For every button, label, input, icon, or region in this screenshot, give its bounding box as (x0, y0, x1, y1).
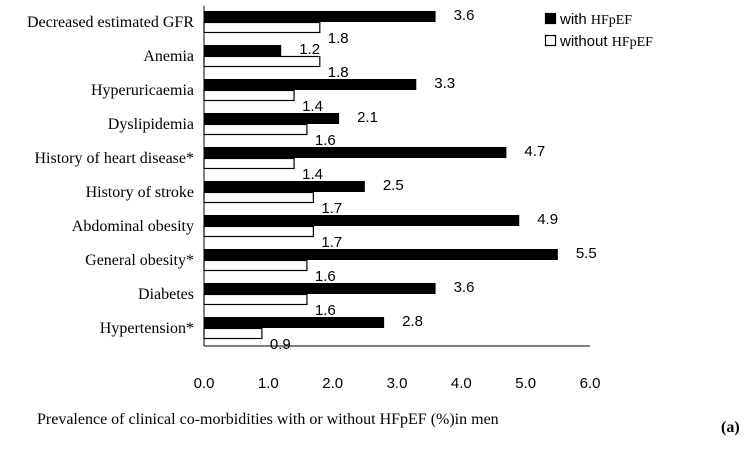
legend-prefix: with (559, 11, 591, 28)
panel-label: (a) (721, 419, 740, 436)
legend-swatch-without-hfpef (544, 34, 557, 47)
bar-without-hfpef (203, 259, 308, 272)
data-label-with-hfpef: 2.1 (357, 109, 378, 126)
bar-without-hfpef (203, 225, 314, 238)
x-tick-label: 3.0 (387, 375, 408, 392)
data-label-with-hfpef: 4.7 (524, 143, 545, 160)
category-label: Hypertension* (100, 320, 194, 337)
category-label: Diabetes (138, 286, 194, 303)
data-label-without-hfpef: 0.9 (270, 336, 291, 353)
data-label-without-hfpef: 1.8 (328, 64, 349, 81)
bars-group (203, 11, 558, 340)
data-label-without-hfpef: 1.8 (328, 30, 349, 47)
category-labels: Decreased estimated GFR Anemia Hyperuricae… (27, 14, 194, 337)
bar-with-hfpef (204, 11, 436, 22)
category-label: History of heart disease* (34, 150, 194, 167)
data-label-with-hfpef: 1.2 (299, 41, 320, 58)
category-label: Hyperuricaemia (91, 82, 194, 99)
legend-abbr: HFpEF (612, 35, 653, 50)
category-label: Abdominal obesity (72, 218, 194, 235)
category-label: Anemia (143, 48, 194, 65)
x-tick-label: 0.0 (194, 375, 215, 392)
data-label-with-hfpef: 2.5 (383, 177, 404, 194)
bar-without-hfpef (203, 55, 321, 68)
x-tick-label: 2.0 (322, 375, 343, 392)
bar-without-hfpef (203, 293, 308, 306)
legend-label: with HFpEF (559, 11, 632, 28)
data-label-without-hfpef: 1.7 (321, 200, 342, 217)
bar-with-hfpef (204, 79, 417, 90)
x-tick-label: 4.0 (451, 375, 472, 392)
x-tick-label: 5.0 (515, 375, 536, 392)
bar-with-hfpef (204, 317, 385, 328)
bar-with-hfpef (204, 283, 436, 294)
legend-prefix: without (559, 33, 612, 50)
bar-with-hfpef (204, 181, 365, 192)
data-label-without-hfpef: 1.6 (315, 302, 336, 319)
legend-swatch-with-hfpef (544, 12, 557, 25)
bar-with-hfpef (204, 215, 520, 226)
category-label: Dyslipidemia (108, 116, 194, 133)
category-label: General obesity* (85, 252, 194, 269)
x-tick-labels: 0.0 1.0 2.0 3.0 4.0 5.0 6.0 (194, 375, 601, 392)
bar-without-hfpef (203, 327, 263, 340)
bar-with-hfpef (204, 147, 507, 158)
category-label: History of stroke (86, 184, 194, 201)
x-tick-label: 1.0 (258, 375, 279, 392)
bar-without-hfpef (203, 21, 321, 34)
data-label-with-hfpef: 3.6 (454, 7, 475, 24)
legend-abbr: HFpEF (591, 13, 632, 28)
bar-with-hfpef (204, 45, 282, 56)
data-labels: 3.6 1.8 1.2 1.8 3.3 1.4 2.1 1.6 4.7 1.4 2.5 1.7 4.9 1… (270, 7, 597, 353)
data-label-with-hfpef: 3.6 (454, 279, 475, 296)
bar-with-hfpef (204, 249, 558, 260)
data-label-with-hfpef: 4.9 (537, 211, 558, 228)
data-label-without-hfpef: 1.4 (302, 166, 323, 183)
category-label: Decreased estimated GFR (27, 14, 194, 31)
data-label-without-hfpef: 1.4 (302, 98, 323, 115)
data-label-with-hfpef: 3.3 (434, 75, 455, 92)
legend-label: without HFpEF (559, 33, 653, 50)
data-label-with-hfpef: 2.8 (402, 313, 423, 330)
bar-without-hfpef (203, 123, 308, 136)
bar-without-hfpef (203, 157, 295, 170)
x-tick-label: 6.0 (580, 375, 601, 392)
data-label-without-hfpef: 1.6 (315, 268, 336, 285)
bar-with-hfpef (204, 113, 340, 124)
data-label-without-hfpef: 1.7 (321, 234, 342, 251)
bar-without-hfpef (203, 191, 314, 204)
data-label-with-hfpef: 5.5 (576, 245, 597, 262)
data-label-without-hfpef: 1.6 (315, 132, 336, 149)
bar-without-hfpef (203, 89, 295, 102)
x-axis-title: Prevalence of clinical co-morbidities wi… (37, 411, 499, 428)
